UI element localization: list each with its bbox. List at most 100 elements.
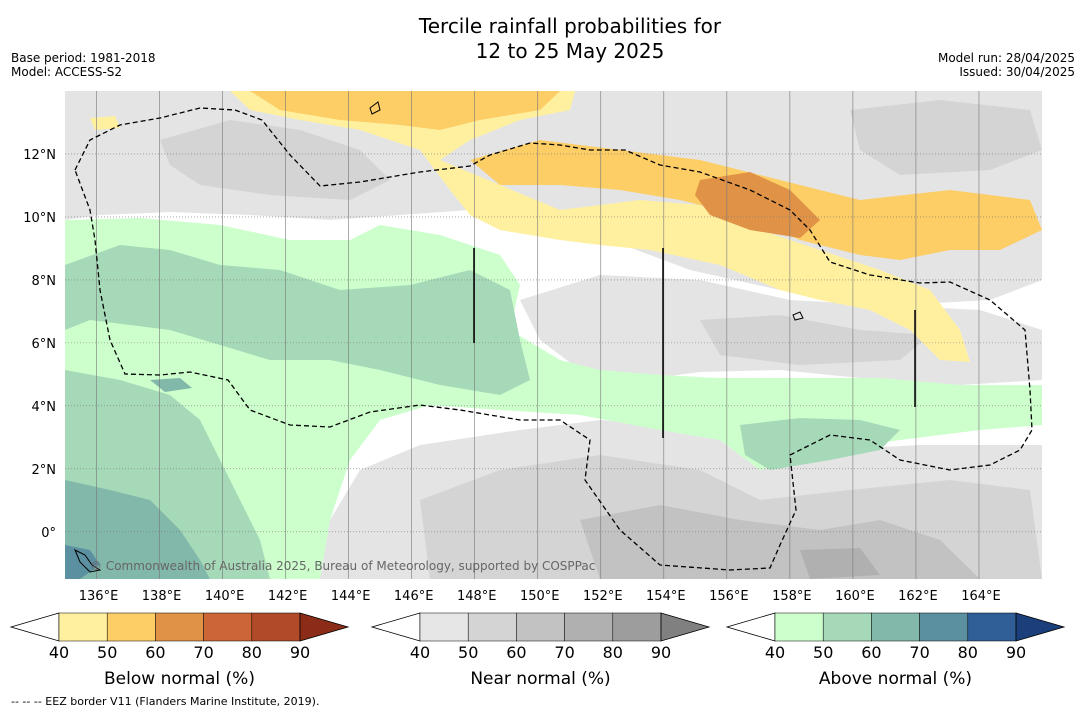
- title-line-2: 12 to 25 May 2025: [475, 39, 665, 63]
- colorbar-tick-label: 70: [909, 643, 929, 662]
- island-east: [792, 311, 804, 321]
- lat-label: 0°: [41, 526, 56, 541]
- colorbar-segment: [967, 612, 1017, 642]
- colorbar-tick-label: 80: [958, 643, 978, 662]
- above-normal-east-50: [740, 418, 900, 470]
- title-line-1: Tercile rainfall probabilities for: [418, 14, 722, 38]
- map-panel: © Commonwealth of Australia 2025, Bureau…: [65, 91, 1042, 579]
- lon-label: 152°E: [583, 589, 623, 604]
- map-title: Tercile rainfall probabilities for 12 to…: [0, 14, 1085, 64]
- lon-label: 154°E: [646, 589, 686, 604]
- lon-label: 144°E: [331, 589, 371, 604]
- colorbar-segment: [203, 612, 253, 642]
- colorbar-tick-label: 90: [1006, 643, 1026, 662]
- near-normal-central-core: [700, 315, 930, 365]
- colorbar-tick-label: 40: [410, 643, 430, 662]
- lat-label: 8°N: [32, 274, 57, 289]
- lon-label: 150°E: [520, 589, 560, 604]
- colorbar-tick-label: 50: [97, 643, 117, 662]
- lat-label: 4°N: [32, 400, 57, 415]
- below-normal-region: [230, 91, 970, 362]
- lon-label: 148°E: [457, 589, 497, 604]
- below-normal-small-patch: [90, 116, 120, 130]
- colorbar-tick-label: 50: [813, 643, 833, 662]
- colorbar-over-triangle: [299, 612, 350, 642]
- colorbar-segment: [919, 612, 969, 642]
- colorbar-tick-label: 60: [506, 643, 526, 662]
- colorbar-tick-label: 40: [49, 643, 69, 662]
- eez-border-west: [74, 107, 1033, 571]
- colorbar-label: Above normal (%): [819, 669, 972, 689]
- colorbar-segment: [467, 612, 517, 642]
- colorbar-segment: [516, 612, 565, 642]
- above-normal-small-70: [65, 545, 100, 579]
- colorbar-over-triangle: [660, 612, 711, 642]
- lat-label: 2°N: [32, 463, 57, 478]
- colorbar-tick-label: 70: [554, 643, 574, 662]
- near-normal-northeast-core: [850, 100, 1042, 175]
- colorbar-segment: [564, 612, 614, 642]
- colorbar-tick-label: 90: [651, 643, 671, 662]
- colorbars: 40 50 60 70 80 90 Below normal (%) 40 50 60 70 80 90…: [9, 612, 1066, 689]
- colorbar-segment: [106, 612, 156, 642]
- lon-label: 164°E: [961, 589, 1001, 604]
- colorbar-segment: [822, 612, 872, 642]
- colorbar-3: 40 50 60 70 80 90 Above normal (%): [725, 612, 1066, 689]
- colorbar-segment: [612, 612, 662, 642]
- colorbar-tick-label: 80: [242, 643, 262, 662]
- lon-label: 146°E: [394, 589, 434, 604]
- lon-label: 142°E: [268, 589, 308, 604]
- meta-left: Base period: 1981-2018 Model: ACCESS-S2: [11, 51, 156, 79]
- lat-label: 10°N: [23, 211, 56, 226]
- longitude-labels: 136°E 138°E 140°E 142°E 144°E 146°E 148°E 150°E…: [79, 589, 1001, 604]
- near-normal-southeast-deep: [800, 548, 880, 579]
- colorbar-under-triangle: [9, 612, 60, 642]
- colorbar-under-triangle: [725, 612, 776, 642]
- lon-label: 140°E: [205, 589, 245, 604]
- issued-date: Issued: 30/04/2025: [959, 65, 1075, 79]
- lon-label: 160°E: [835, 589, 875, 604]
- colorbar-segment: [58, 612, 108, 642]
- island-north: [369, 101, 381, 115]
- near-normal-south-deep: [580, 505, 980, 579]
- colorbar-segment: [871, 612, 920, 642]
- copyright-note: © Commonwealth of Australia 2025, Bureau…: [90, 559, 595, 573]
- lat-label: 12°N: [23, 148, 56, 163]
- colorbar-segment: [419, 612, 469, 642]
- colorbar-tick-label: 60: [861, 643, 881, 662]
- colorbar-tick-label: 80: [603, 643, 623, 662]
- colorbar-label: Near normal (%): [470, 669, 610, 689]
- colorbar-under-triangle: [370, 612, 421, 642]
- below-normal-region-northwest: [250, 91, 560, 130]
- footnote: -- -- -- EEZ border V11 (Flanders Marine…: [11, 695, 320, 708]
- colorbar-1: 40 50 60 70 80 90 Below normal (%): [9, 612, 350, 689]
- model-name: Model: ACCESS-S2: [11, 65, 123, 79]
- lon-label: 136°E: [79, 589, 119, 604]
- colorbar-segment: [251, 612, 301, 642]
- above-normal-patch-60: [150, 378, 192, 392]
- colorbar-segment: [155, 612, 204, 642]
- colorbar-over-triangle: [1015, 612, 1066, 642]
- model-run: Model run: 28/04/2025: [937, 51, 1075, 65]
- lon-label: 138°E: [142, 589, 182, 604]
- meta-right: Model run: 28/04/2025 Issued: 30/04/2025: [938, 51, 1075, 79]
- near-normal-north-core: [160, 120, 390, 200]
- grid-lines: [65, 91, 1042, 579]
- island-southwest: [74, 548, 102, 573]
- lon-label: 156°E: [709, 589, 749, 604]
- colorbar-segment: [774, 612, 824, 642]
- colorbar-tick-label: 50: [458, 643, 478, 662]
- colorbar-tick-label: 60: [145, 643, 165, 662]
- lat-label: 6°N: [32, 337, 57, 352]
- lon-label: 158°E: [772, 589, 812, 604]
- colorbar-2: 40 50 60 70 80 90 Near normal (%): [370, 612, 711, 689]
- colorbar-tick-label: 70: [193, 643, 213, 662]
- above-normal-west-50: [65, 245, 530, 395]
- base-period: Base period: 1981-2018: [11, 51, 156, 65]
- colorbar-tick-label: 90: [290, 643, 310, 662]
- below-normal-core-60: [695, 172, 820, 238]
- above-normal-southwest-60: [65, 480, 210, 579]
- colorbar-tick-label: 40: [765, 643, 785, 662]
- latitude-labels: 12°N 10°N 8°N 6°N 4°N 2°N 0°: [23, 148, 56, 541]
